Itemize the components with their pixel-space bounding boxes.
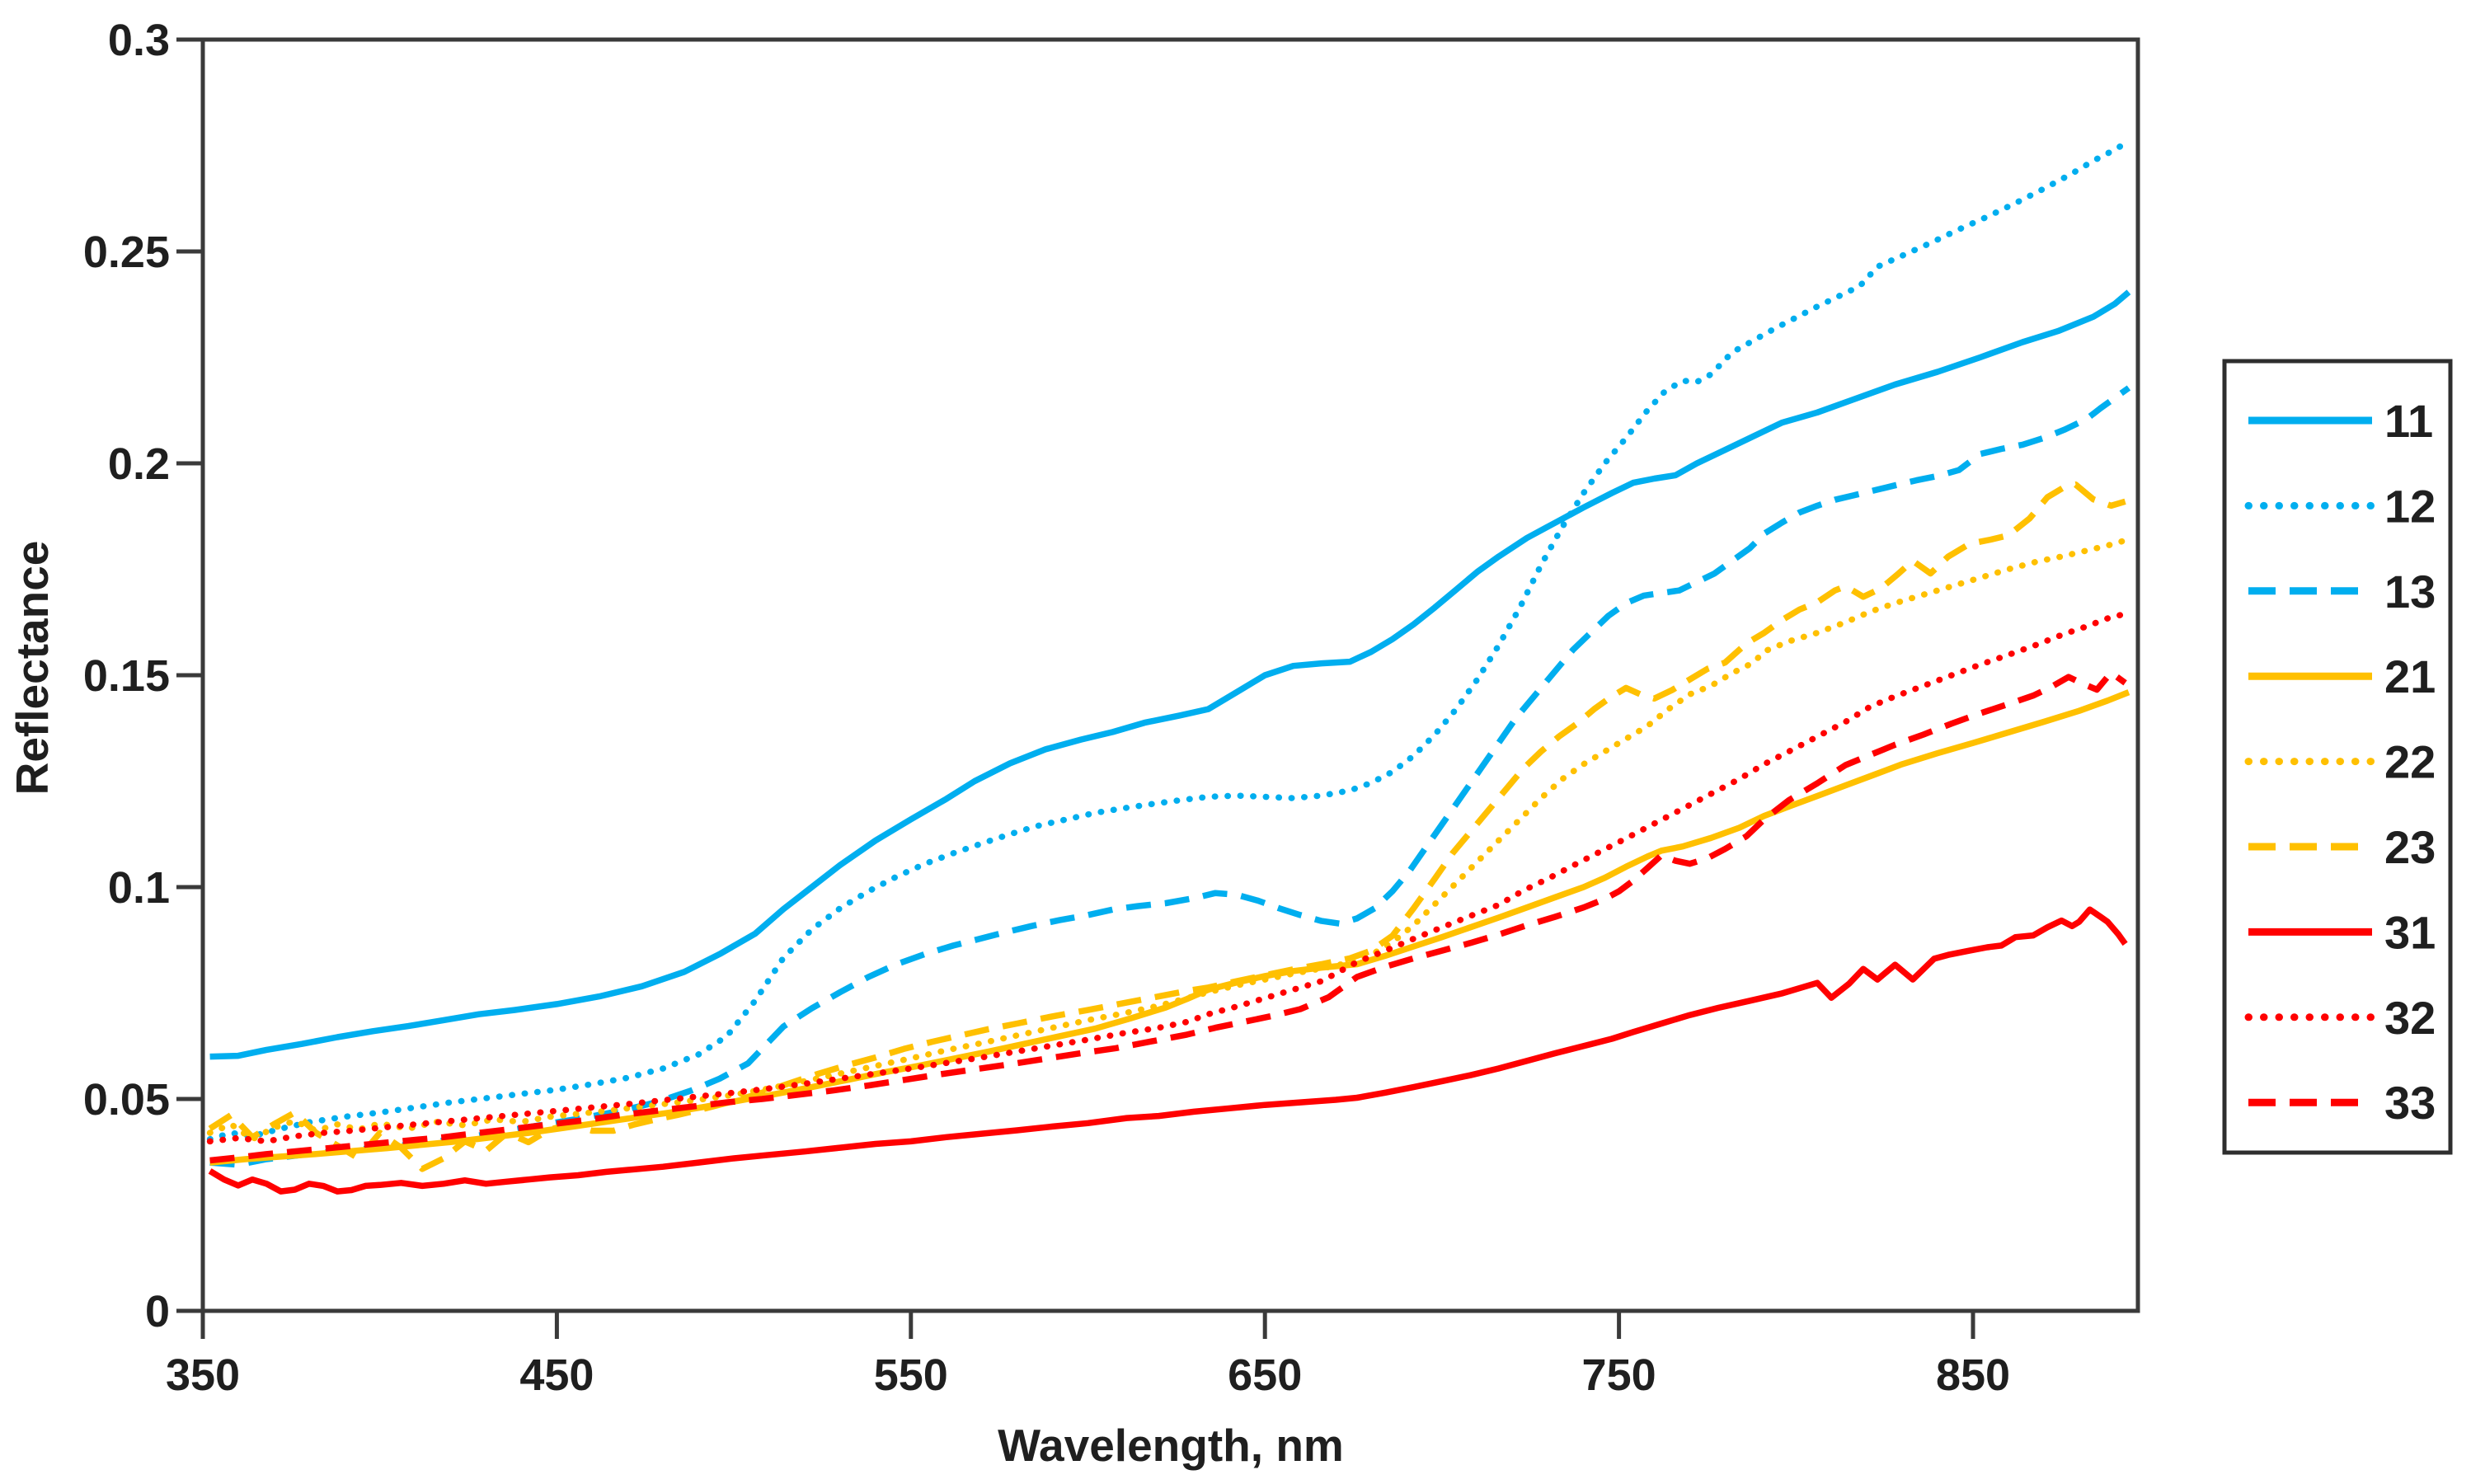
axis-tick-labels: 350 450 550 650 750 850 0 0.05 0.1 0.15 0.2 0.25 0.3 bbox=[83, 16, 2010, 1400]
legend-label-33: 33 bbox=[2384, 1077, 2436, 1129]
legend-item-32: 32 bbox=[2244, 992, 2436, 1044]
x-tick-label: 550 bbox=[874, 1350, 948, 1400]
legend-label-12: 12 bbox=[2384, 480, 2436, 532]
legend-label-22: 22 bbox=[2384, 736, 2436, 788]
y-tick-label: 0.05 bbox=[83, 1075, 170, 1125]
x-tick-label: 750 bbox=[1582, 1350, 1656, 1400]
legend: 11 12 13 21 22 23 31 32 33 bbox=[2222, 359, 2453, 1155]
legend-item-31: 31 bbox=[2248, 906, 2436, 958]
legend-label-21: 21 bbox=[2384, 650, 2436, 702]
y-tick-label: 0.15 bbox=[83, 651, 170, 701]
axis-ticks bbox=[176, 37, 1975, 1339]
series-33-line bbox=[209, 669, 2127, 1164]
legend-item-12: 12 bbox=[2244, 480, 2436, 532]
x-tick-label: 450 bbox=[519, 1350, 594, 1400]
series-32-line bbox=[206, 610, 2129, 1145]
y-tick-label: 0.3 bbox=[108, 16, 170, 65]
legend-item-33: 33 bbox=[2248, 1077, 2436, 1129]
legend-item-21: 21 bbox=[2248, 650, 2436, 702]
y-tick-label: 0.25 bbox=[83, 228, 170, 277]
series-13-line bbox=[209, 385, 2131, 1168]
legend-item-11: 11 bbox=[2248, 395, 2433, 447]
plot-frame bbox=[200, 37, 2140, 1313]
legend-item-22: 22 bbox=[2244, 736, 2436, 788]
series-31-line bbox=[208, 906, 2128, 1195]
legend-label-31: 31 bbox=[2384, 906, 2436, 958]
legend-label-13: 13 bbox=[2384, 566, 2436, 618]
x-tick-label: 650 bbox=[1228, 1350, 1302, 1400]
series-lines bbox=[206, 138, 2132, 1195]
legend-label-11: 11 bbox=[2384, 395, 2433, 447]
legend-item-13: 13 bbox=[2248, 566, 2436, 618]
series-11-line bbox=[209, 289, 2131, 1060]
series-23-line bbox=[208, 481, 2126, 1172]
legend-label-23: 23 bbox=[2384, 821, 2436, 873]
x-tick-label: 850 bbox=[1936, 1350, 2010, 1400]
y-tick-label: 0 bbox=[145, 1287, 170, 1336]
y-tick-label: 0.2 bbox=[108, 439, 170, 489]
x-axis-title: Wavelength, nm bbox=[998, 1420, 1344, 1471]
x-tick-label: 350 bbox=[166, 1350, 240, 1400]
legend-box bbox=[2222, 359, 2453, 1155]
legend-item-23: 23 bbox=[2248, 821, 2436, 873]
y-axis-title: Reflectance bbox=[7, 541, 58, 796]
series-21-line bbox=[209, 689, 2130, 1166]
y-tick-label: 0.1 bbox=[108, 863, 170, 913]
plot-border bbox=[200, 37, 2140, 1313]
legend-label-32: 32 bbox=[2384, 992, 2436, 1044]
series-22-line bbox=[206, 537, 2129, 1143]
